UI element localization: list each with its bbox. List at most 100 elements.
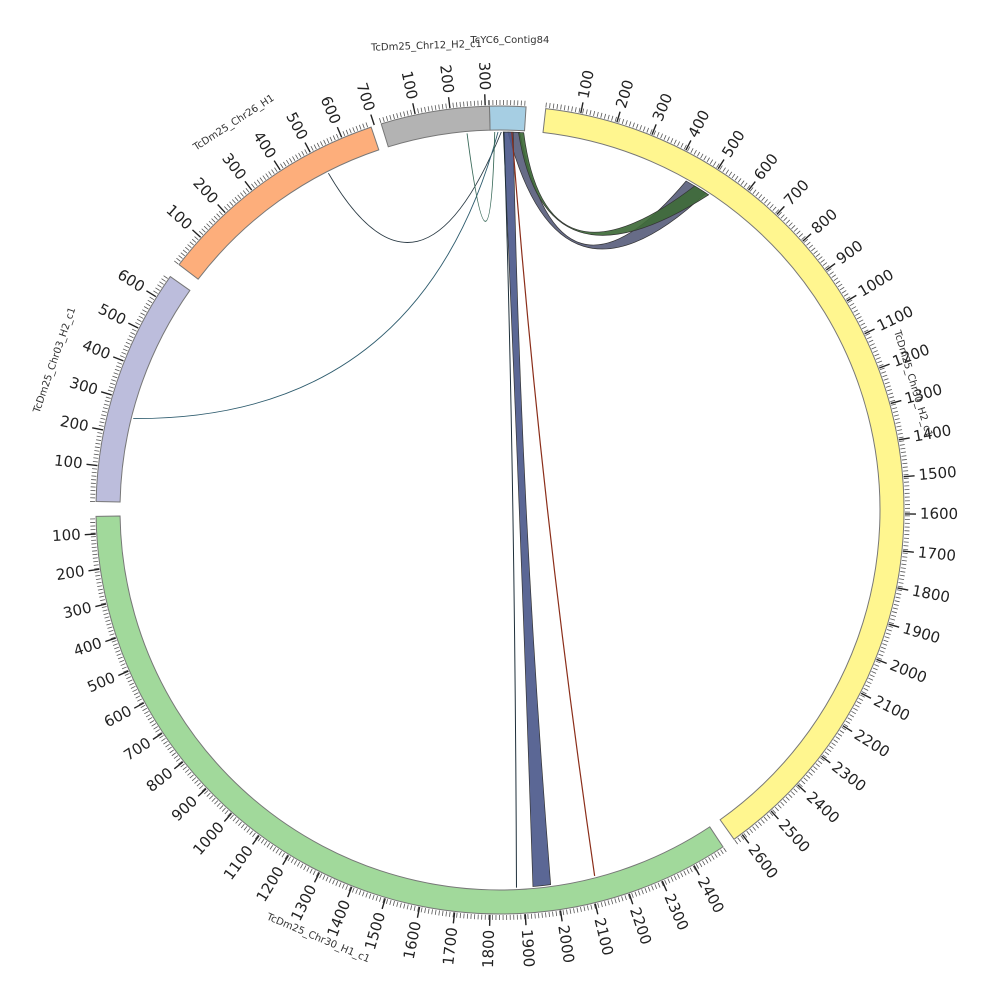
minor-tick	[604, 901, 607, 907]
minor-tick	[856, 316, 862, 320]
minor-tick	[93, 453, 99, 456]
minor-tick	[708, 856, 712, 862]
minor-tick	[151, 723, 157, 727]
minor-tick	[110, 636, 116, 640]
minor-tick	[345, 129, 349, 135]
minor-tick	[131, 328, 137, 332]
major-tick	[370, 114, 375, 126]
minor-tick	[772, 206, 777, 211]
minor-tick	[851, 306, 857, 310]
minor-tick	[382, 898, 385, 904]
minor-tick	[827, 268, 832, 272]
minor-tick	[185, 246, 190, 251]
tick-label: 2600	[744, 841, 781, 882]
minor-tick	[892, 407, 898, 410]
tick-label: 1600	[920, 505, 958, 523]
tick-label: 500	[718, 127, 749, 161]
minor-tick	[829, 271, 834, 275]
minor-tick	[853, 309, 859, 313]
minor-tick	[94, 567, 100, 570]
minor-tick	[399, 902, 402, 908]
major-tick	[223, 812, 233, 822]
tick-label: 2300	[828, 758, 869, 796]
minor-tick	[191, 777, 197, 782]
minor-tick	[257, 836, 262, 842]
minor-tick	[820, 757, 825, 762]
minor-tick	[417, 906, 420, 912]
minor-tick	[329, 136, 333, 142]
minor-tick	[216, 213, 221, 218]
minor-tick	[660, 133, 663, 139]
major-tick	[282, 854, 290, 866]
minor-tick	[120, 663, 126, 666]
minor-tick	[869, 343, 875, 346]
major-tick	[903, 475, 915, 478]
minor-tick	[574, 107, 577, 113]
minor-tick	[135, 695, 141, 699]
minor-tick	[182, 766, 187, 771]
minor-tick	[145, 302, 151, 307]
minor-tick	[128, 335, 134, 339]
tick-label: 800	[143, 764, 177, 796]
minor-tick	[140, 704, 146, 708]
minor-tick	[256, 179, 261, 184]
minor-tick	[274, 167, 278, 173]
major-tick	[770, 810, 779, 820]
tick-label: 600	[317, 93, 345, 126]
minor-tick	[262, 175, 267, 180]
minor-tick	[881, 371, 887, 374]
minor-tick	[149, 720, 155, 724]
minor-tick	[254, 834, 259, 840]
minor-tick	[889, 396, 895, 399]
minor-tick	[849, 302, 855, 307]
minor-tick	[746, 184, 751, 190]
minor-tick	[342, 131, 346, 137]
minor-tick	[114, 646, 120, 650]
minor-tick	[571, 106, 573, 112]
minor-tick	[358, 124, 362, 130]
minor-tick	[382, 116, 385, 122]
minor-tick	[221, 807, 226, 812]
minor-tick	[826, 748, 832, 753]
minor-tick	[240, 192, 244, 197]
minor-tick	[793, 788, 798, 793]
minor-tick	[700, 153, 704, 159]
minor-tick	[107, 626, 113, 629]
minor-tick	[147, 299, 153, 304]
major-tick	[244, 180, 253, 191]
minor-tick	[142, 707, 148, 712]
minor-tick	[847, 717, 853, 721]
minor-tick	[796, 230, 801, 235]
minor-tick	[345, 885, 348, 890]
minor-tick	[593, 903, 596, 909]
minor-tick	[589, 110, 592, 116]
minor-tick	[611, 899, 614, 905]
minor-tick	[713, 161, 717, 166]
minor-tick	[563, 105, 566, 111]
minor-tick	[895, 421, 901, 424]
tick-label: 500	[95, 300, 129, 329]
minor-tick	[841, 290, 847, 294]
minor-tick	[777, 804, 782, 809]
minor-tick	[548, 911, 550, 918]
minor-tick	[841, 726, 847, 731]
minor-tick	[719, 165, 723, 170]
minor-tick	[632, 122, 635, 128]
minor-tick	[818, 256, 823, 260]
minor-tick	[260, 838, 265, 844]
minor-tick	[100, 599, 106, 602]
minor-tick	[138, 701, 144, 705]
minor-tick	[351, 887, 355, 893]
minor-tick	[403, 111, 406, 117]
minor-tick	[355, 888, 358, 894]
minor-tick	[263, 840, 268, 846]
segment-label-chr12h2: TcDm25_Chr12_H2_c1	[370, 39, 482, 54]
minor-tick	[755, 191, 760, 197]
minor-tick	[98, 424, 104, 427]
minor-tick	[611, 115, 614, 121]
minor-tick	[667, 878, 671, 884]
major-tick	[842, 725, 853, 733]
minor-tick	[607, 114, 610, 120]
major-tick	[105, 637, 116, 643]
minor-tick	[642, 126, 646, 132]
